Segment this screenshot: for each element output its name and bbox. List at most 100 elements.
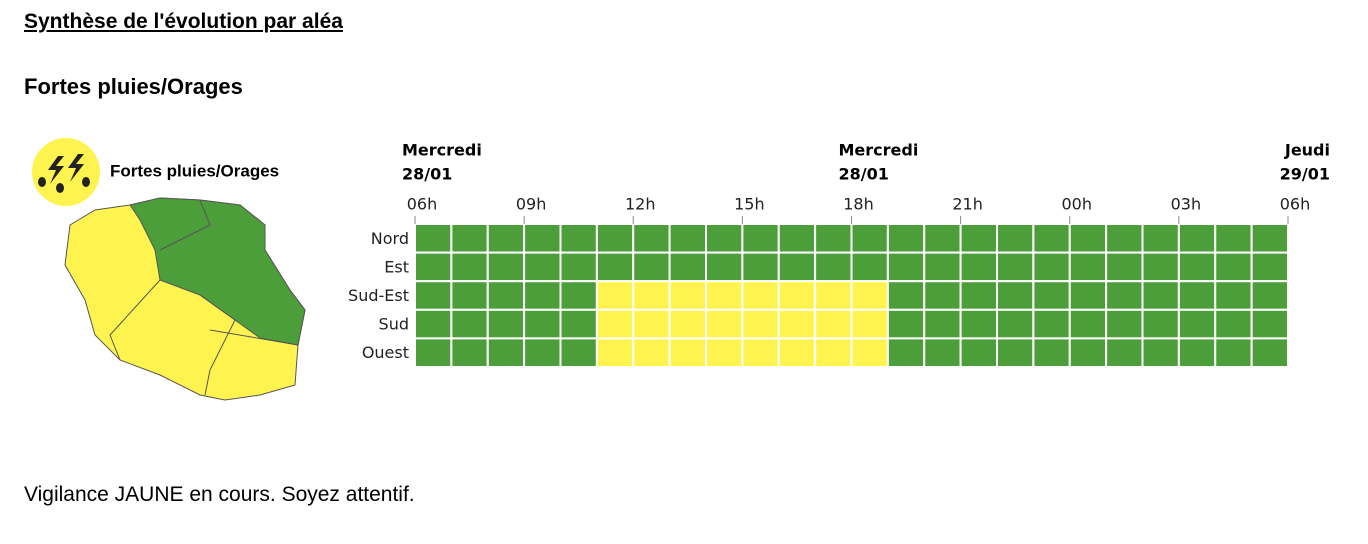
grid-cell: [668, 308, 707, 340]
grid-cell: [996, 223, 1035, 254]
grid-cell: [414, 223, 453, 254]
section-title: Fortes pluies/Orages: [24, 74, 243, 99]
grid-cell: [850, 280, 889, 311]
hazard-icon: [32, 138, 100, 206]
grid-cell: [741, 223, 780, 254]
grid-cell: [923, 308, 962, 340]
hour-label: 09h: [516, 195, 547, 214]
grid-cell: [705, 337, 744, 368]
hour-label: 15h: [734, 195, 765, 214]
grid-cell: [741, 280, 780, 311]
grid-cell: [1214, 280, 1253, 311]
grid-cell: [1105, 337, 1144, 368]
grid-cell: [1214, 337, 1253, 368]
grid-cell: [523, 280, 562, 311]
grid-cell: [1177, 337, 1217, 368]
hour-label: 12h: [625, 195, 656, 214]
grid-cell: [777, 280, 817, 311]
grid-cell: [886, 223, 926, 254]
grid-cell: [1068, 337, 1108, 368]
grid-cell: [414, 280, 453, 311]
grid-cell: [777, 308, 817, 340]
grid-cell: [1141, 280, 1180, 311]
row-label: Est: [384, 257, 409, 276]
grid-cell: [1250, 308, 1289, 340]
day-name: Mercredi: [839, 141, 919, 160]
grid-cell: [1068, 308, 1108, 340]
grid-cell: [559, 308, 598, 340]
grid-cell: [741, 251, 780, 283]
grid-cell: [1141, 251, 1180, 283]
grid-cell: [1141, 223, 1180, 254]
row-label: Nord: [371, 229, 409, 248]
grid-cell: [486, 280, 526, 311]
grid-cell: [886, 251, 926, 283]
grid-cell: [814, 308, 853, 340]
hour-label: 06h: [1280, 195, 1311, 214]
day-date: 29/01: [1280, 165, 1330, 184]
grid-cell: [996, 308, 1035, 340]
grid-cell: [705, 280, 744, 311]
page-heading: Synthèse de l'évolution par aléa: [24, 10, 343, 33]
grid-cell: [850, 223, 889, 254]
grid-cell: [1214, 223, 1253, 254]
timeline-grid: Nord Est Sud-Est Sud Ouest 06h 09h 12h 15h 18h 21h…: [348, 141, 1330, 368]
grid-cell: [814, 337, 853, 368]
grid-cell: [595, 337, 635, 368]
grid-cell: [814, 251, 853, 283]
grid-cell: [850, 337, 889, 368]
grid-cell: [414, 251, 453, 283]
grid-cell: [814, 280, 853, 311]
timeline-figure: Fortes pluies/Orages Nord Est Sud-Est Sud Ou…: [32, 138, 1330, 401]
hour-label: 21h: [952, 195, 983, 214]
grid-cell: [523, 223, 562, 254]
day-name: Jeudi: [1284, 141, 1330, 160]
grid-cell: [705, 223, 744, 254]
grid-cell: [668, 223, 707, 254]
grid-cell: [523, 308, 562, 340]
grid-cell: [996, 337, 1035, 368]
hour-label: 06h: [407, 195, 438, 214]
grid-cell: [668, 251, 707, 283]
grid-cell: [1250, 337, 1289, 368]
grid-cell: [1177, 280, 1217, 311]
grid-cell: [1141, 308, 1180, 340]
grid-cell: [1032, 337, 1071, 368]
grid-cell: [595, 308, 635, 340]
grid-cell: [777, 223, 817, 254]
grid-cell: [486, 251, 526, 283]
grid-cell: [1105, 223, 1144, 254]
grid-cell: [850, 308, 889, 340]
day-name: Mercredi: [402, 141, 482, 160]
grid-cell: [1250, 280, 1289, 311]
grid-cell: [1105, 251, 1144, 283]
grid-cell: [777, 337, 817, 368]
grid-cell: [450, 251, 489, 283]
day-date: 28/01: [402, 165, 452, 184]
grid-cell: [450, 337, 489, 368]
grid-cell: [632, 337, 671, 368]
grid-cell: [1068, 280, 1108, 311]
vigilance-message: Vigilance JAUNE en cours. Soyez attentif…: [24, 483, 415, 506]
grid-cell: [1032, 308, 1071, 340]
grid-cell: [705, 251, 744, 283]
grid-cell: [1141, 337, 1180, 368]
grid-cell: [996, 280, 1035, 311]
grid-cell: [959, 223, 998, 254]
grid-cell: [595, 251, 635, 283]
hour-label: 18h: [843, 195, 874, 214]
grid-cell: [886, 337, 926, 368]
grid-cell: [959, 308, 998, 340]
grid-cell: [523, 251, 562, 283]
grid-cell: [632, 308, 671, 340]
grid-cell: [886, 280, 926, 311]
grid-cell: [450, 223, 489, 254]
grid-cell: [414, 308, 453, 340]
grid-cell: [632, 280, 671, 311]
grid-cell: [741, 337, 780, 368]
grid-cell: [1250, 251, 1289, 283]
grid-cell: [450, 308, 489, 340]
grid-cell: [595, 280, 635, 311]
grid-cell: [1250, 223, 1289, 254]
